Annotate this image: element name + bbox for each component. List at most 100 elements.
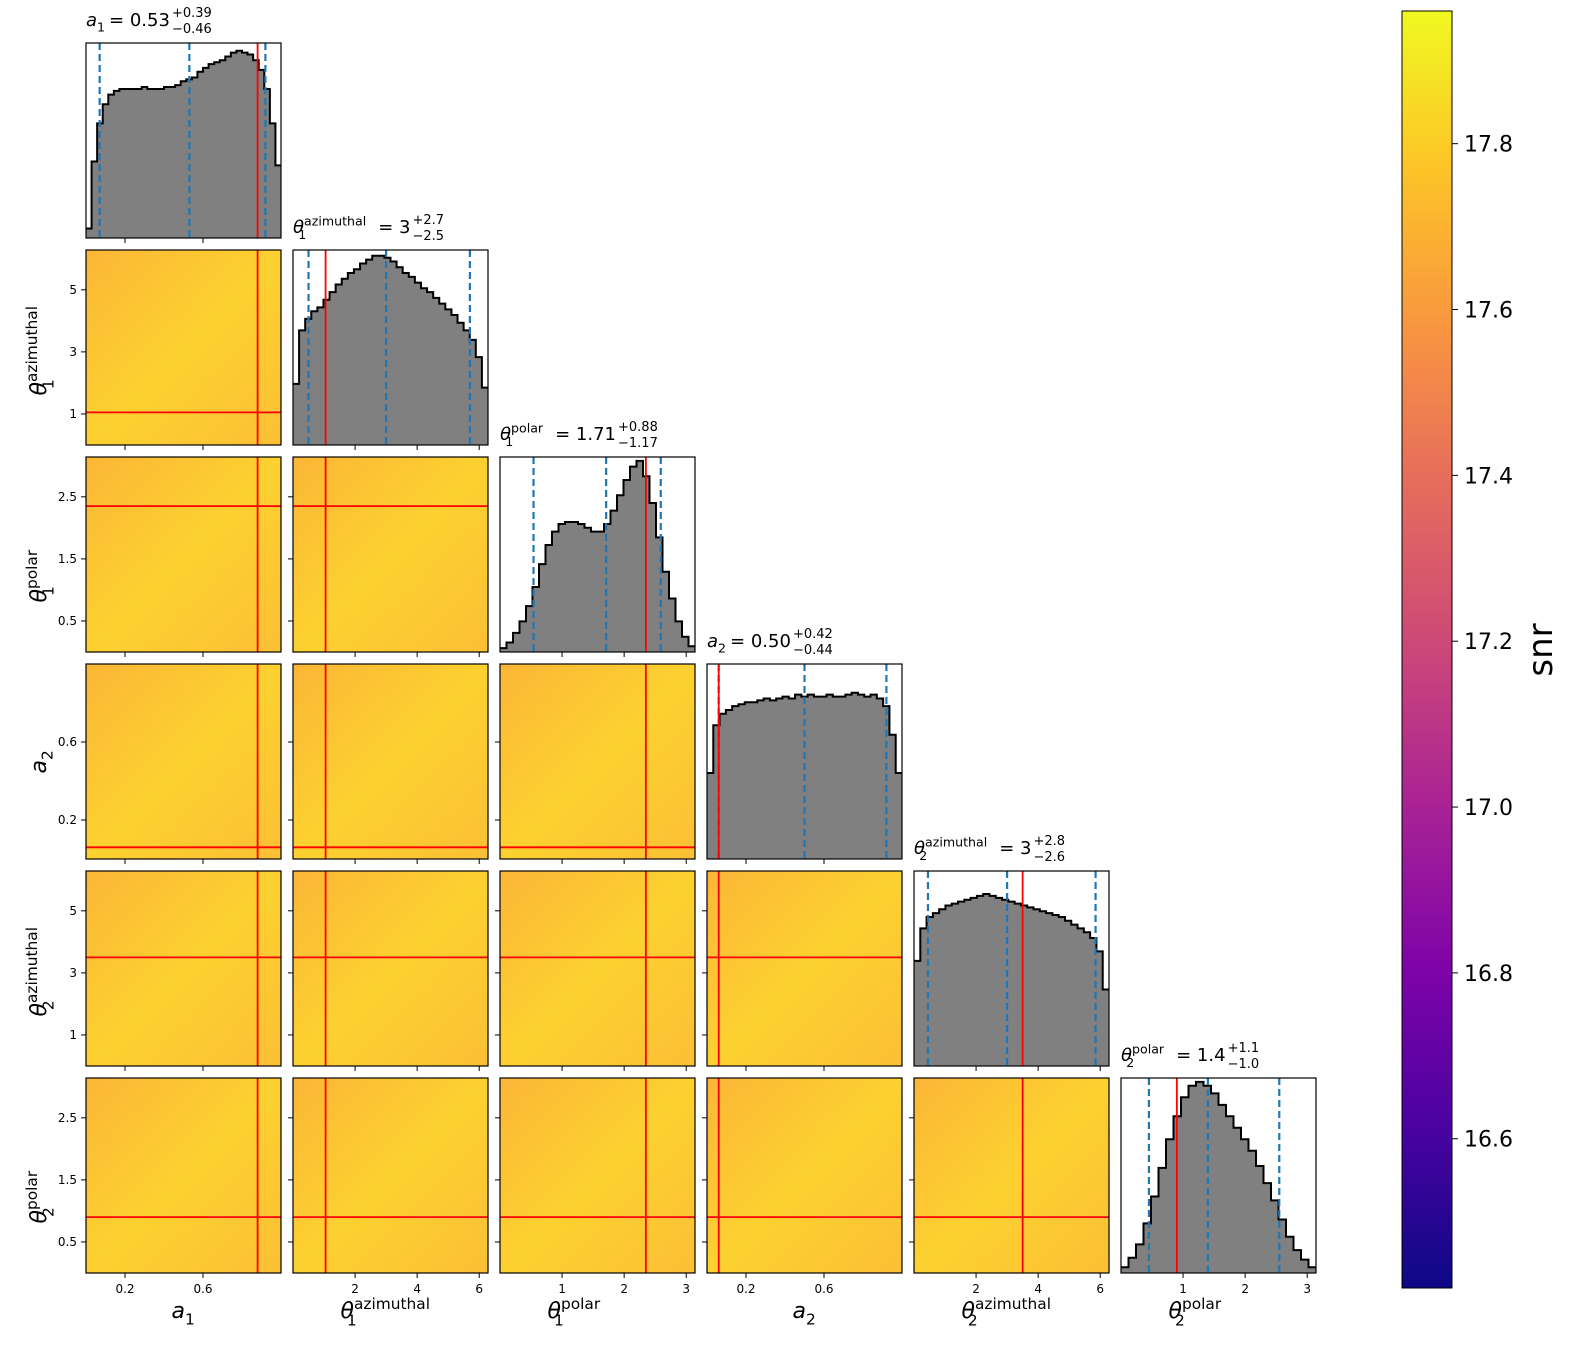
title-minus: −1.0: [1228, 1057, 1260, 1072]
colorbar-tick-label: 17.2: [1464, 630, 1513, 655]
scatter-panel-3-2: [499, 663, 696, 860]
histogram-fill: [1121, 1081, 1316, 1273]
y-tick-label: 0.2: [58, 813, 77, 827]
scatter-panel-5-2: [499, 1077, 696, 1274]
x-tick-label: 2: [620, 1282, 628, 1296]
y-axis-label-4: θazimuthal2​: [23, 927, 58, 1017]
scatter-points: [86, 871, 281, 1066]
y-axis-label-text: θpolar2​: [23, 1170, 58, 1223]
x-tick-label: 6: [475, 1282, 483, 1296]
colorbar: 16.6 16.8 17.0 17.2 17.4 17.6 17.8 snr: [1401, 10, 1561, 1289]
y-tick-label: 1: [69, 1028, 77, 1042]
scatter-panel-4-0: [85, 870, 282, 1067]
histogram-panel-0: a1 = 0.53 +0.39−0.46: [85, 6, 282, 239]
panel-title-1: θazimuthal1​ = 3+2.7−2.5: [293, 213, 444, 244]
x-axis-label-text: θpolar2​: [1169, 1295, 1222, 1330]
x-axis-label-2: θpolar1​: [548, 1295, 601, 1330]
axes-frame: [85, 249, 282, 446]
title-symbol: a1: [86, 10, 105, 34]
x-tick-label: 2: [972, 1282, 980, 1296]
y-axis-label-3: a2: [27, 750, 57, 773]
axes-frame: [292, 456, 489, 653]
title-minus: −0.46: [172, 22, 212, 37]
axes-frame: [292, 870, 489, 1067]
x-tick-label: 3: [1303, 1282, 1311, 1296]
axes-frame: [499, 663, 696, 860]
colorbar-tick-label: 16.8: [1464, 962, 1513, 987]
scatter-panel-3-0: [85, 663, 282, 860]
x-tick-label: 0.6: [193, 1282, 212, 1296]
x-tick-label: 0.2: [736, 1282, 755, 1296]
y-axis-label-1: θazimuthal1​: [23, 306, 58, 396]
y-axis-label-text: a2: [27, 750, 57, 773]
y-tick-label: 0.5: [58, 614, 77, 628]
colorbar-label: snr: [1521, 623, 1561, 676]
axes-frame: [1120, 1077, 1317, 1274]
scatter-points: [293, 664, 488, 859]
histogram-outline: [707, 691, 902, 775]
title-median: = 3: [378, 217, 410, 238]
histogram-fill: [500, 460, 695, 652]
scatter-points: [707, 871, 902, 1066]
title-symbol: θazimuthal2​: [914, 834, 987, 863]
x-axis-label-1: θazimuthal1​: [341, 1295, 431, 1330]
panel-title-2: θpolar1​ = 1.71+0.88−1.17: [500, 420, 658, 451]
x-tick-label: 2: [351, 1282, 359, 1296]
x-tick-label: 4: [1034, 1282, 1042, 1296]
scatter-panel-5-1: [292, 1077, 489, 1274]
axes-frame: [499, 456, 696, 653]
title-minus: −0.44: [793, 643, 833, 658]
panel-title-0: a1 = 0.53 +0.39−0.46: [86, 6, 212, 37]
x-axis-label-5: θpolar2​: [1169, 1295, 1222, 1330]
title-symbol: θpolar2​: [1121, 1041, 1165, 1070]
scatter-points: [293, 457, 488, 652]
scatter-panel-2-0: [85, 456, 282, 653]
histogram-panel-2: θpolar1​ = 1.71+0.88−1.17: [499, 420, 696, 653]
y-tick-label: 3: [69, 345, 77, 359]
x-axis-label-text: θpolar1​: [548, 1295, 601, 1330]
x-tick-label: 6: [1096, 1282, 1104, 1296]
scatter-points: [86, 1078, 281, 1273]
x-axis-label-4: θazimuthal2​: [962, 1295, 1052, 1330]
histogram-fill: [293, 255, 488, 445]
histogram-panel-3: a2 = 0.50 +0.42−0.44: [706, 627, 903, 860]
title-median: = 0.50: [730, 631, 791, 652]
panel-title-4: θazimuthal2​ = 3+2.8−2.6: [914, 834, 1065, 865]
axes-frame: [292, 249, 489, 446]
title-symbol: θazimuthal1​: [293, 213, 366, 242]
axes-frame: [499, 1077, 696, 1274]
y-axis-label-text: θazimuthal2​: [23, 927, 58, 1017]
y-tick-label: 0.6: [58, 735, 77, 749]
colorbar-tick-label: 17.4: [1464, 464, 1513, 489]
y-axis-label-text: θazimuthal1​: [23, 306, 58, 396]
y-tick-label: 5: [69, 904, 77, 918]
title-median: = 0.53: [109, 10, 170, 31]
axes-frame: [706, 1077, 903, 1274]
scatter-panel-5-0: [85, 1077, 282, 1274]
scatter-points: [86, 664, 281, 859]
axes-frame: [913, 1077, 1110, 1274]
y-axis-label-text: θpolar1​: [23, 549, 58, 602]
title-median: = 1.4: [1176, 1045, 1225, 1066]
x-tick-label: 0.6: [814, 1282, 833, 1296]
title-plus: +1.1: [1228, 1041, 1260, 1056]
x-tick-label: 1: [1179, 1282, 1187, 1296]
scatter-panel-4-3: [706, 870, 903, 1067]
title-plus: +0.88: [618, 420, 658, 435]
scatter-points: [293, 1078, 488, 1273]
axes-frame: [292, 663, 489, 860]
x-tick-label: 1: [558, 1282, 566, 1296]
y-tick-label: 1.5: [58, 552, 77, 566]
colorbar-tick-label: 17.6: [1464, 299, 1513, 324]
x-axis-label-text: a2: [793, 1299, 816, 1329]
x-axis-label-text: θazimuthal1​: [341, 1295, 431, 1330]
scatter-points: [500, 1078, 695, 1273]
title-median: = 1.71: [555, 424, 616, 445]
title-plus: +0.42: [793, 627, 833, 642]
title-minus: −1.17: [618, 436, 658, 451]
axes-frame: [499, 870, 696, 1067]
scatter-panel-4-2: [499, 870, 696, 1067]
axes-frame: [292, 1077, 489, 1274]
histogram-fill: [86, 50, 281, 238]
histogram-panel-5: θpolar2​ = 1.4+1.1−1.0: [1120, 1041, 1317, 1274]
